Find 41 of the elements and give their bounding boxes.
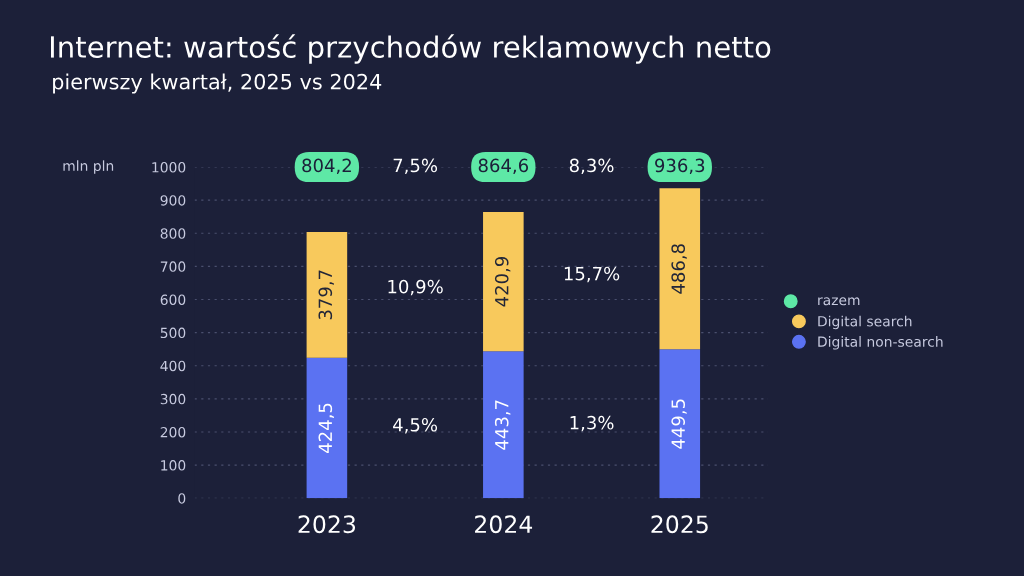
- y-tick-label: 800: [160, 228, 186, 239]
- annotation: 1,3%: [570, 415, 614, 432]
- text: 443,7: [494, 400, 511, 450]
- text: 449,5: [671, 399, 687, 449]
- y-tick-label: 0: [178, 493, 186, 504]
- bar: [306, 357, 348, 499]
- text: 424,5: [318, 403, 334, 453]
- y-tick-label: 400: [160, 360, 186, 372]
- bar: [483, 211, 524, 352]
- bar: [306, 231, 348, 358]
- text: 379,7: [318, 270, 334, 320]
- total-label: 804,2: [302, 158, 351, 175]
- chart-title: Internet: wartość przychodów reklamowych netto: [50, 34, 771, 64]
- text: 420,9: [494, 257, 511, 307]
- annotation: 4,5%: [393, 417, 438, 434]
- bar: [483, 351, 524, 499]
- annotation: 10,9%: [388, 279, 443, 296]
- chart-subtitle: pierwszy kwartał, 2025 vs 2024: [53, 73, 382, 94]
- text: 486,8: [671, 244, 687, 294]
- x-tick-label: 2024: [475, 515, 533, 534]
- y-axis-title: mln pln: [63, 160, 114, 174]
- bar: [659, 188, 701, 350]
- text: razem: [818, 297, 860, 306]
- x-tick-label: 2023: [298, 515, 356, 534]
- x-tick-label: 2025: [651, 515, 708, 534]
- legend-label: Digital non-search: [818, 336, 943, 350]
- total-label: 864,6: [478, 158, 529, 175]
- y-tick-label: 600: [160, 294, 186, 305]
- annotation: 7,5%: [393, 158, 438, 175]
- y-tick-label: 700: [160, 261, 186, 272]
- bar: [659, 349, 701, 499]
- y-tick-label: 200: [160, 426, 186, 438]
- y-tick-label: 500: [160, 327, 186, 339]
- y-tick-label: 900: [160, 195, 186, 206]
- y-tick-label: 100: [161, 460, 186, 471]
- annotation: 15,7%: [564, 266, 620, 283]
- y-tick-label: 1000: [152, 162, 186, 173]
- y-tick-label: 300: [160, 393, 186, 405]
- total-label: 936,3: [655, 158, 705, 175]
- annotation: 8,3%: [569, 158, 614, 175]
- legend-label: Digital search: [818, 315, 912, 330]
